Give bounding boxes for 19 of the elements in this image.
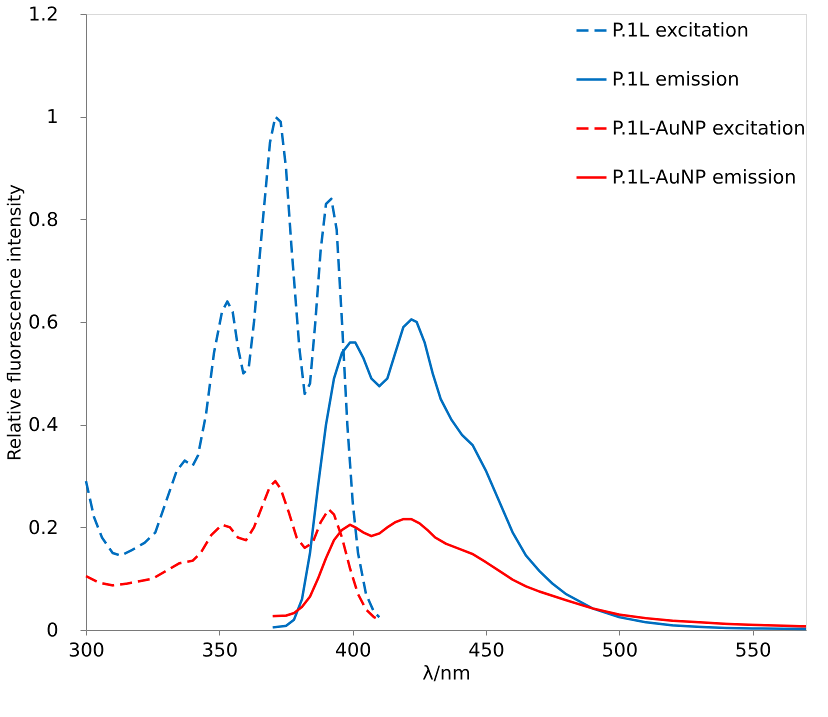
y-tick-label: 1: [46, 106, 58, 128]
x-tick-label: 500: [602, 640, 638, 662]
legend-label: P.1L emission: [612, 68, 740, 90]
x-tick-label: 400: [335, 640, 372, 662]
y-tick-label: 0.8: [28, 208, 58, 231]
y-tick-label: 0.4: [28, 414, 58, 436]
legend-label: P.1L-AuNP emission: [612, 166, 796, 188]
y-axis-title: Relative fluorescence intensity: [4, 184, 26, 461]
legend-label: P.1L-AuNP excitation: [612, 118, 806, 140]
y-tick-label: 1.2: [28, 4, 58, 26]
y-tick-label: 0: [46, 620, 58, 642]
y-tick-label: 0.2: [28, 516, 58, 539]
x-tick-label: 350: [202, 640, 238, 662]
x-tick-label: 450: [468, 640, 505, 662]
x-tick-label: 300: [68, 640, 105, 662]
x-tick-label: 550: [735, 640, 772, 662]
legend-label: P.1L excitation: [612, 20, 749, 42]
y-tick-label: 0.6: [28, 312, 58, 334]
x-axis-title: λ/nm: [422, 662, 471, 684]
